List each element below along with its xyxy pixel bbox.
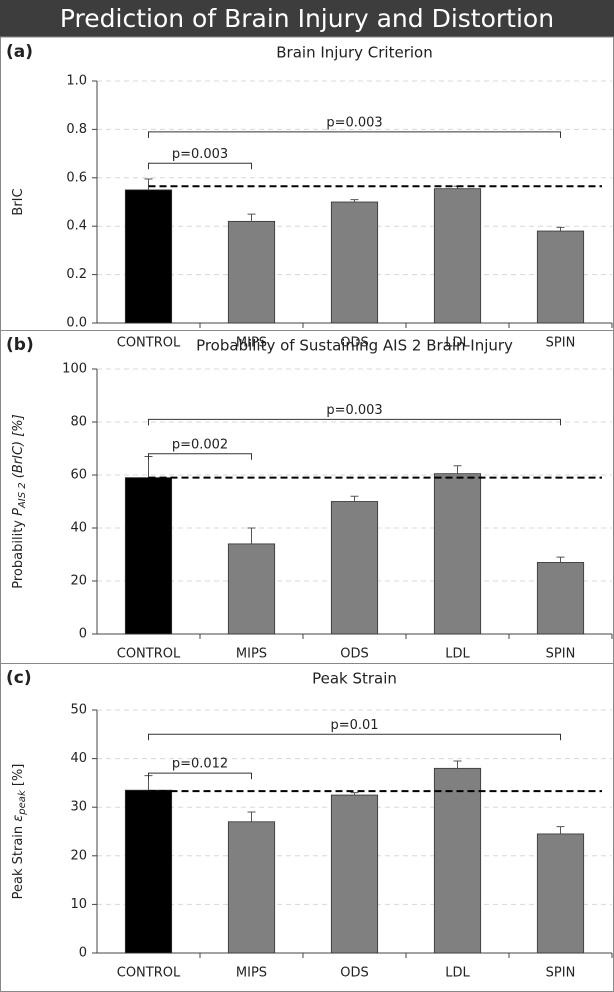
- x-tick-label: CONTROL: [117, 966, 181, 981]
- x-tick-label: LDL: [445, 966, 470, 981]
- significance-bracket: [148, 733, 561, 741]
- x-tick-label: MIPS: [236, 647, 267, 662]
- y-tick-label: 80: [70, 415, 87, 430]
- bar: [433, 767, 482, 954]
- y-axis-label-part: AIS 2: [17, 482, 28, 509]
- significance-bracket: [148, 453, 252, 460]
- significance-bracket: [148, 772, 252, 780]
- panel-label: (c): [6, 668, 32, 688]
- bar: [330, 794, 379, 954]
- y-axis-label: Peak Strain εpeak [%]: [11, 764, 29, 900]
- bar: [536, 833, 585, 954]
- x-tick-label: LDL: [445, 647, 470, 662]
- x-tick-label: MIPS: [236, 336, 267, 351]
- y-axis-label-part: P: [11, 508, 26, 516]
- x-tick-label: ODS: [340, 966, 369, 981]
- error-bar: [556, 826, 565, 834]
- x-tick-label: SPIN: [546, 647, 576, 662]
- y-axis-label: BrIC: [11, 188, 26, 215]
- y-axis-label-part: Peak Strain: [11, 822, 26, 900]
- y-tick-label: 0.6: [66, 170, 87, 185]
- error-bar: [247, 213, 256, 222]
- error-bar: [350, 792, 359, 796]
- y-tick-label: 0.8: [66, 122, 87, 137]
- y-tick-label: 20: [70, 848, 87, 863]
- error-bar: [247, 811, 256, 822]
- y-tick-label: 30: [70, 800, 87, 815]
- error-bar: [350, 495, 359, 502]
- y-axis-label-part: peak: [17, 789, 28, 816]
- y-axis-label-part: (BrIC) [%]: [11, 414, 26, 482]
- error-bar: [556, 226, 565, 232]
- header-title: Prediction of Brain Injury and Distortio…: [60, 4, 554, 33]
- error-bar: [556, 556, 565, 563]
- x-tick-label: SPIN: [546, 966, 576, 981]
- y-tick-label: 10: [70, 897, 87, 912]
- x-tick-label: CONTROL: [117, 647, 181, 662]
- bar: [536, 562, 585, 635]
- y-tick-label: 1.0: [66, 74, 87, 89]
- bar: [433, 473, 482, 635]
- bar: [124, 189, 173, 324]
- y-tick-label: 100: [62, 362, 87, 377]
- bar: [124, 477, 173, 635]
- y-axis-label: Probability PAIS 2 (BrIC) [%]: [11, 414, 29, 588]
- header-bar: [0, 0, 614, 37]
- panel-label: (b): [6, 335, 34, 355]
- error-bar: [350, 199, 359, 202]
- x-tick-label: ODS: [340, 336, 369, 351]
- error-bar: [453, 465, 462, 474]
- y-tick-label: 0: [79, 946, 87, 961]
- y-axis-label-part: ε: [11, 815, 26, 822]
- bar: [330, 501, 379, 635]
- y-tick-label: 60: [70, 468, 87, 483]
- p-value: p=0.003: [326, 403, 382, 418]
- significance-bracket: [148, 162, 252, 170]
- significance-bracket: [148, 418, 561, 426]
- bar: [433, 188, 482, 324]
- bar: [330, 201, 379, 324]
- x-tick-label: CONTROL: [117, 336, 181, 351]
- panel-label: (a): [6, 42, 33, 62]
- y-tick-label: 40: [70, 521, 87, 536]
- bar: [227, 220, 276, 324]
- p-value: p=0.003: [172, 147, 228, 162]
- bar: [124, 789, 173, 954]
- y-tick-label: 50: [70, 703, 87, 718]
- p-value: p=0.003: [326, 115, 382, 130]
- bar: [227, 821, 276, 954]
- p-value: p=0.002: [172, 437, 228, 452]
- y-tick-label: 20: [70, 574, 87, 589]
- bar: [536, 230, 585, 324]
- y-axis-label-part: [%]: [11, 764, 26, 791]
- x-tick-label: SPIN: [546, 336, 576, 351]
- x-tick-label: ODS: [340, 647, 369, 662]
- y-tick-label: 40: [70, 751, 87, 766]
- y-tick-label: 0.0: [66, 316, 87, 331]
- p-value: p=0.01: [330, 718, 378, 733]
- y-tick-label: 0.2: [66, 267, 87, 282]
- y-axis-label-part: BrIC: [11, 188, 26, 215]
- x-tick-label: MIPS: [236, 966, 267, 981]
- bar: [227, 543, 276, 635]
- chart-title: Probability of Sustaining AIS 2 Brain In…: [196, 337, 513, 355]
- x-tick-label: LDL: [445, 336, 470, 351]
- error-bar: [247, 527, 256, 544]
- y-tick-label: 0.4: [66, 219, 87, 234]
- frame: [0, 36, 614, 992]
- y-tick-label: 0: [79, 627, 87, 642]
- error-bar: [453, 760, 462, 769]
- error-bar: [144, 178, 153, 190]
- y-axis-label-part: Probability: [11, 516, 26, 589]
- chart-title: Peak Strain: [312, 670, 397, 688]
- chart-title: Brain Injury Criterion: [276, 44, 432, 62]
- significance-bracket: [148, 131, 561, 138]
- p-value: p=0.012: [172, 757, 228, 772]
